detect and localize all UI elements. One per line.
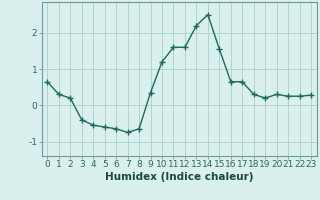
X-axis label: Humidex (Indice chaleur): Humidex (Indice chaleur) bbox=[105, 172, 253, 182]
